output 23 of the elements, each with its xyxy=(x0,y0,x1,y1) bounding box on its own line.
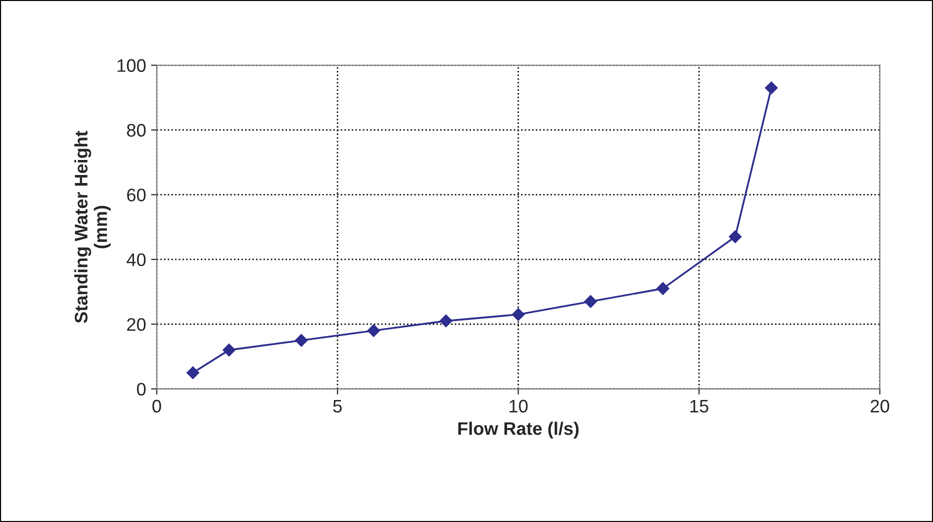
point xyxy=(367,324,380,338)
point xyxy=(294,334,308,347)
x-tick-label: 0 xyxy=(152,400,162,413)
point xyxy=(512,308,525,321)
x-tick-label: 5 xyxy=(333,400,342,413)
x-tick-label: 10 xyxy=(510,400,528,413)
point xyxy=(728,230,742,244)
y-axis-title: Standing Water Height (mm) xyxy=(74,130,111,324)
point xyxy=(584,295,597,308)
y-tick-label: 0 xyxy=(136,382,146,396)
point xyxy=(222,344,236,356)
y-tick-label: 20 xyxy=(127,318,146,331)
y-tick-label: 40 xyxy=(126,253,146,266)
point xyxy=(186,366,200,380)
x-tick-label: 15 xyxy=(690,400,708,413)
point xyxy=(440,314,452,328)
y-tick-label: 60 xyxy=(127,188,146,202)
point xyxy=(656,282,670,295)
x-tick-label: 20 xyxy=(870,400,890,413)
y-tick-label: 100 xyxy=(118,59,146,72)
x-axis-title: Flow Rate (l/s) xyxy=(458,422,579,439)
y-tick-label: 80 xyxy=(127,124,146,137)
point xyxy=(764,81,778,94)
